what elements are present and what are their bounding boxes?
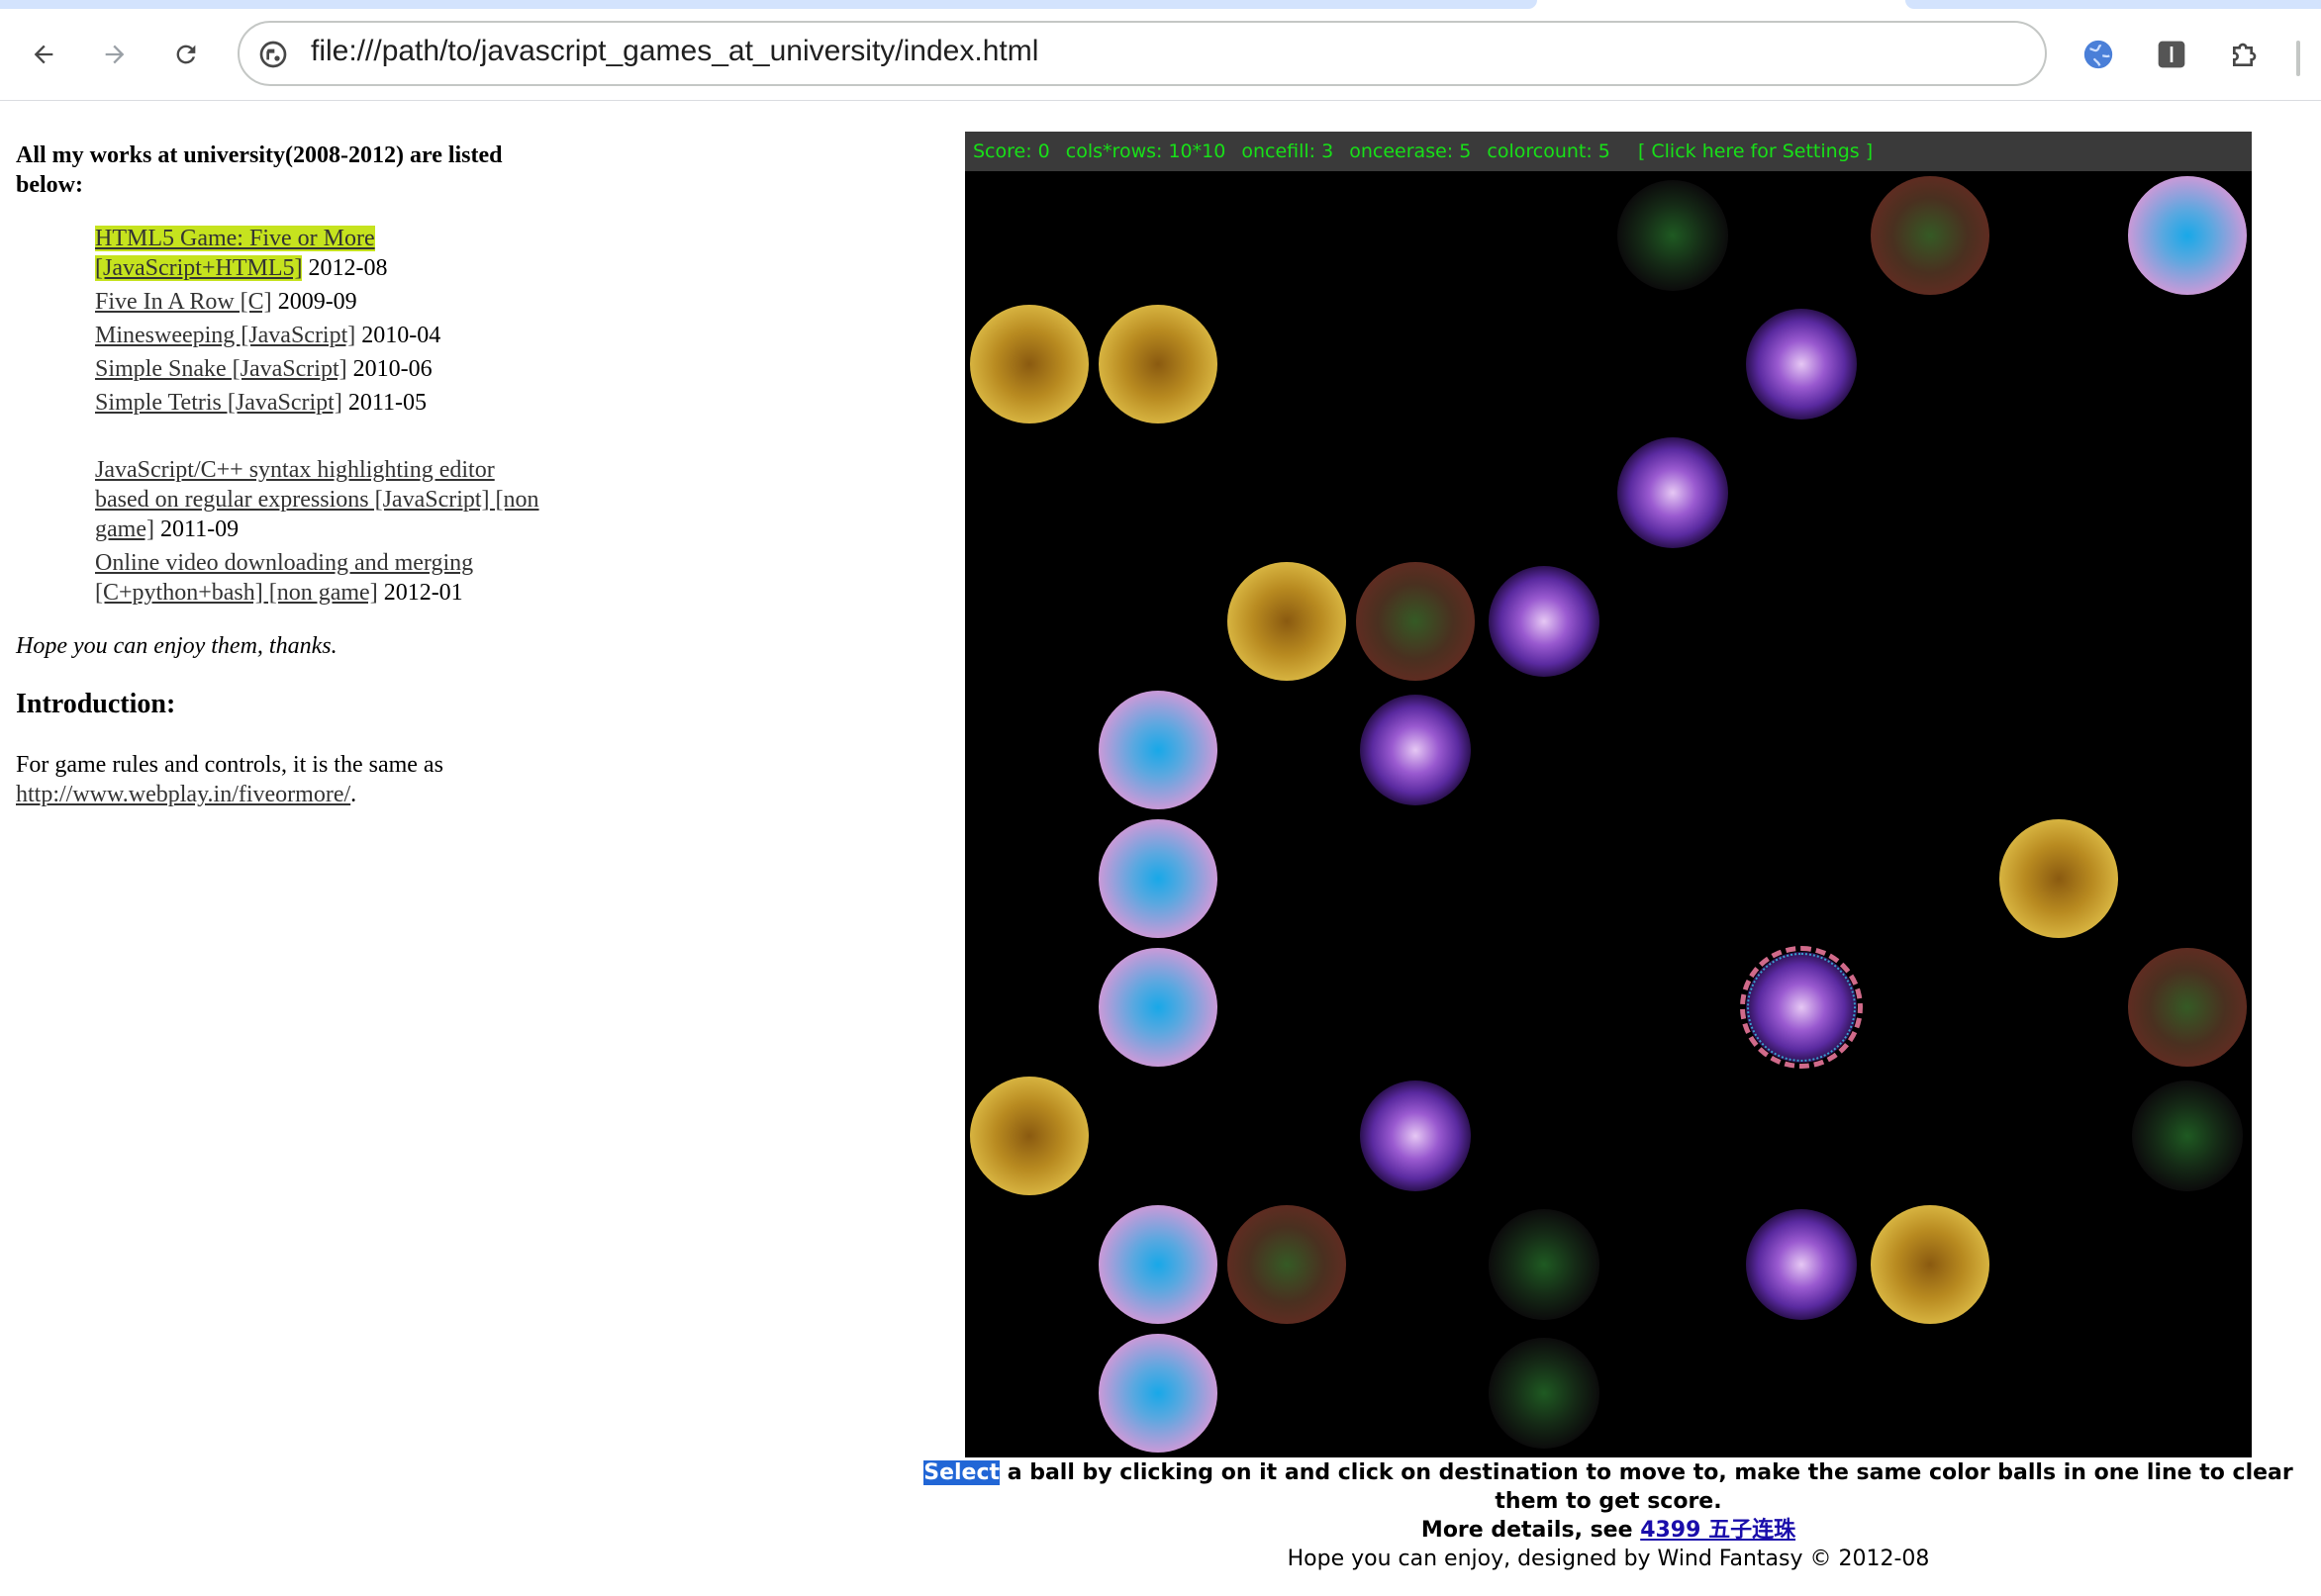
intro-text: For game rules and controls, it is the s… [16,752,443,778]
list-item: Minesweeping [JavaScript] 2010-04 [95,321,550,350]
ball-blue[interactable] [1099,819,1217,938]
ball-red[interactable] [2128,948,2247,1067]
game-link-snake[interactable]: Simple Snake [JavaScript] [95,356,347,382]
instructions-text: a ball by clicking on it and click on de… [1000,1460,2293,1514]
ball-yellow[interactable] [1099,305,1217,423]
game-link-five-in-a-row[interactable]: Five In A Row [C] [95,289,272,315]
selection-ring [1740,946,1863,1069]
ball-purple[interactable] [1360,695,1471,805]
link-syntax-editor[interactable]: JavaScript/C++ syntax highlighting edito… [95,457,539,542]
puzzle-extensions-icon [2233,43,2257,66]
game-footer: Select a ball by clicking on it and clic… [896,1458,2321,1573]
ball-purple[interactable] [1746,1209,1857,1320]
works-heading: All my works at university(2008-2012) ar… [16,142,503,198]
item-date: 2009-09 [271,289,357,315]
oncefill-text: oncefill: 3 [1241,141,1334,162]
list-item: HTML5 Game: Five or More [JavaScript+HTM… [95,224,550,283]
ball-purple[interactable] [1617,437,1728,548]
ball-purple[interactable] [1489,566,1599,677]
forward-arrow-icon [105,45,125,64]
tab-strip [0,0,2321,9]
settings-link[interactable]: [ Click here for Settings ] [1637,141,1874,162]
game-link-minesweeping[interactable]: Minesweeping [JavaScript] [95,323,356,348]
thanks-text: Hope you can enjoy them, thanks. [16,633,338,659]
item-date: 2012-01 [377,580,463,606]
grid-size-text: cols*rows: 10*10 [1065,141,1226,162]
item-date: 2010-04 [355,323,441,348]
ball-green[interactable] [1617,180,1728,291]
address-bar[interactable]: file:///path/to/javascript_games_at_univ… [238,21,2047,86]
link-video-downloader[interactable]: Online video downloading and merging [C+… [95,550,474,606]
browser-toolbar: file:///path/to/javascript_games_at_univ… [0,9,2321,101]
instructions-line: Select a ball by clicking on it and clic… [896,1458,2321,1516]
forward-button[interactable] [91,31,139,78]
game-area: Score: 0 cols*rows: 10*10 oncefill: 3 on… [965,132,2252,1457]
games-list: HTML5 Game: Five or More [JavaScript+HTM… [16,224,550,608]
item-date: 2012-08 [302,255,388,281]
reload-button[interactable] [162,31,210,78]
back-button[interactable] [20,31,67,78]
selected-text: Select [923,1460,1001,1485]
ball-blue[interactable] [1099,691,1217,809]
status-bar: Score: 0 cols*rows: 10*10 oncefill: 3 on… [965,132,2252,171]
list-item: Simple Tetris [JavaScript] 2011-05 [95,388,550,418]
list-item: JavaScript/C++ syntax highlighting edito… [95,455,550,544]
4399-link[interactable]: 4399 五子连珠 [1640,1518,1796,1543]
item-date: 2011-09 [153,516,240,542]
site-info-icon[interactable] [257,39,289,70]
ball-blue[interactable] [2128,176,2247,295]
ball-green[interactable] [1489,1338,1599,1449]
url-text[interactable]: file:///path/to/javascript_games_at_univ… [311,35,1039,67]
globe-extension-button[interactable] [2075,31,2122,78]
score-text: Score: 0 [973,141,1050,162]
extensions-button[interactable] [2221,31,2269,78]
ball-red[interactable] [1227,1205,1346,1324]
game-link-tetris[interactable]: Simple Tetris [JavaScript] [95,390,342,416]
more-details-line: More details, see 4399 五子连珠 [896,1516,2321,1545]
globe-extension-icon [2083,40,2113,69]
more-details-text: More details, see [1420,1518,1641,1543]
toolbar-divider [2296,41,2300,76]
works-list-section: All my works at university(2008-2012) ar… [16,141,550,809]
item-date: 2010-06 [346,356,433,382]
list-spacer [95,422,550,451]
ball-yellow[interactable] [1227,562,1346,681]
active-tab[interactable] [0,0,1537,9]
credits-line: Hope you can enjoy, designed by Wind Fan… [1287,1547,1930,1571]
ball-purple[interactable] [1746,309,1857,420]
introduction-text: For game rules and controls, it is the s… [16,750,550,809]
game-board[interactable] [965,171,2252,1457]
intro-end: . [350,782,357,807]
back-arrow-icon [34,45,53,64]
tab[interactable] [1905,0,2321,9]
reader-extension-button[interactable] [2148,31,2195,78]
ball-yellow[interactable] [1871,1205,1989,1324]
ball-blue[interactable] [1099,1334,1217,1453]
introduction-heading: Introduction: [16,689,176,719]
ball-yellow[interactable] [970,305,1089,423]
colorcount-text: colorcount: 5 [1487,141,1610,162]
reader-extension-icon [2158,41,2185,68]
list-item: Five In A Row [C] 2009-09 [95,287,550,317]
ball-green[interactable] [1489,1209,1599,1320]
ball-blue[interactable] [1099,1205,1217,1324]
ball-red[interactable] [1871,176,1989,295]
list-item: Simple Snake [JavaScript] 2010-06 [95,354,550,384]
reload-icon [176,45,196,64]
list-item: Online video downloading and merging [C+… [95,548,550,608]
ball-blue[interactable] [1099,948,1217,1067]
item-date: 2011-05 [341,390,427,416]
onceerase-text: onceerase: 5 [1349,141,1472,162]
ball-red[interactable] [1356,562,1475,681]
ball-yellow[interactable] [970,1077,1089,1195]
ball-green[interactable] [2132,1080,2243,1191]
ball-yellow[interactable] [1999,819,2118,938]
ball-purple[interactable] [1360,1080,1471,1191]
webplay-link[interactable]: http://www.webplay.in/fiveormore/ [16,782,351,807]
